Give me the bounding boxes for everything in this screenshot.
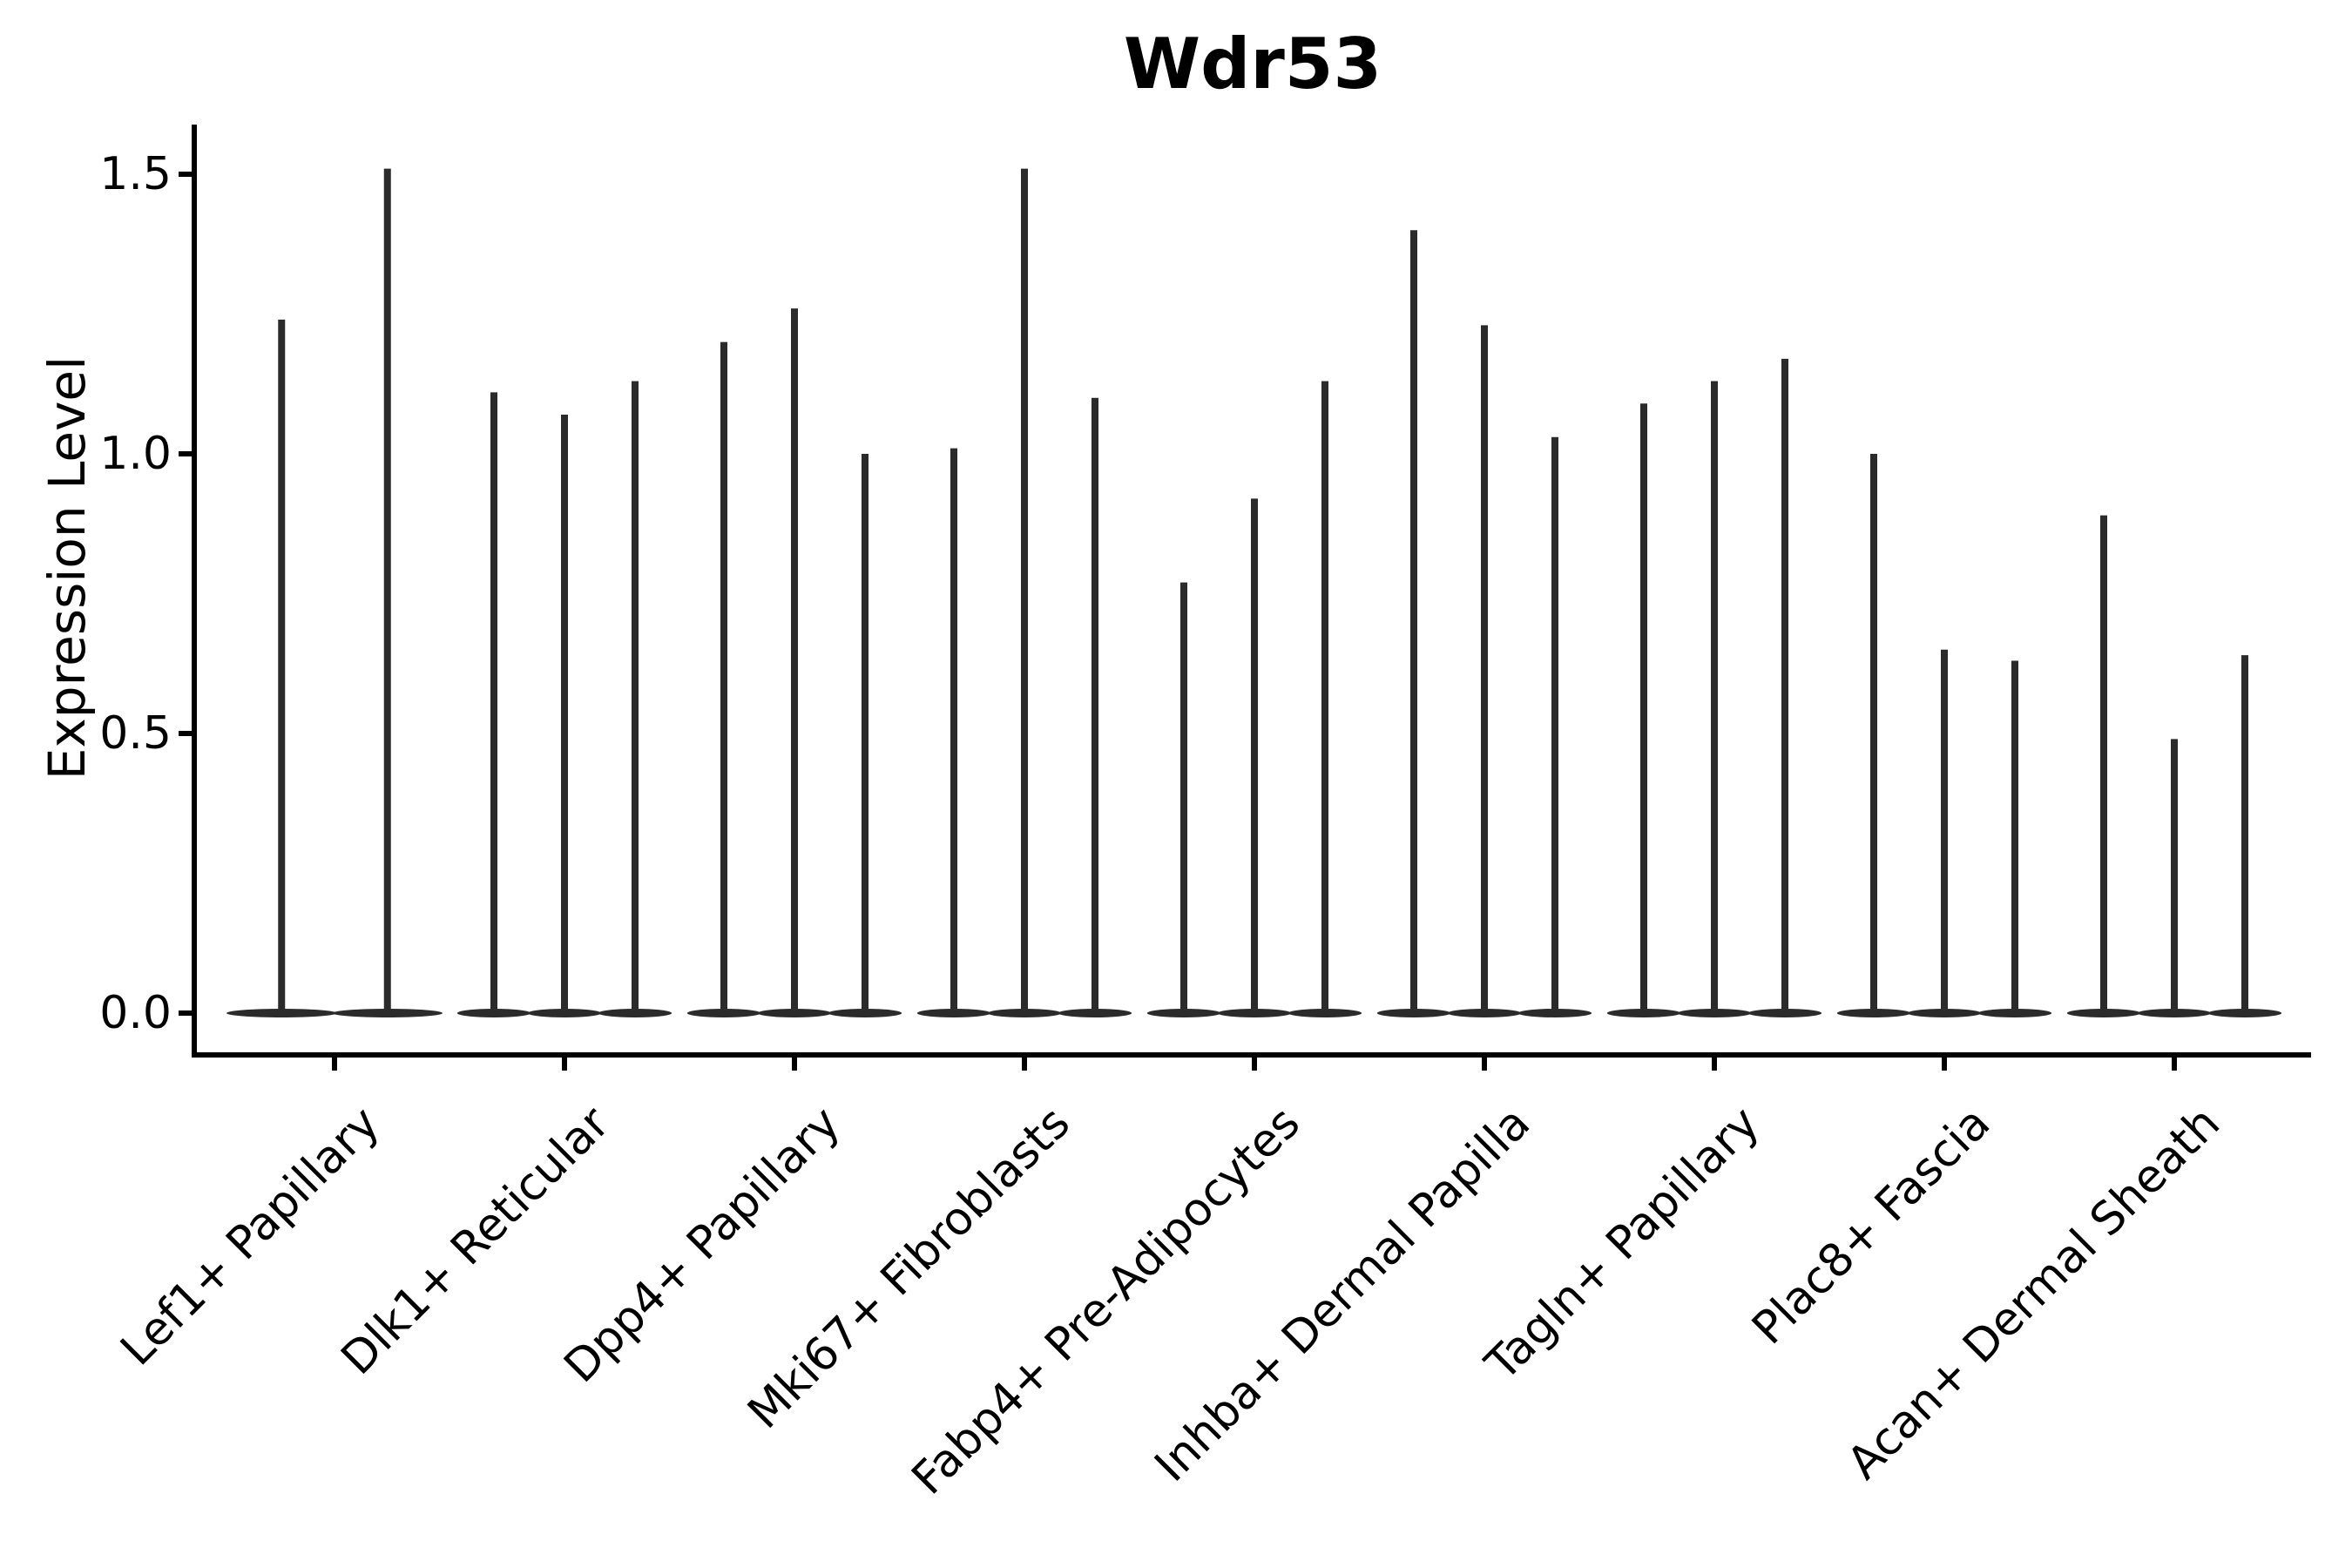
- y-tick-label: 0.5: [99, 707, 172, 760]
- y-tick-label: 1.5: [99, 148, 172, 200]
- y-tick-label: 1.0: [99, 428, 172, 480]
- y-tick-label: 0.0: [99, 987, 172, 1039]
- plot-title: Wdr53: [1123, 24, 1382, 105]
